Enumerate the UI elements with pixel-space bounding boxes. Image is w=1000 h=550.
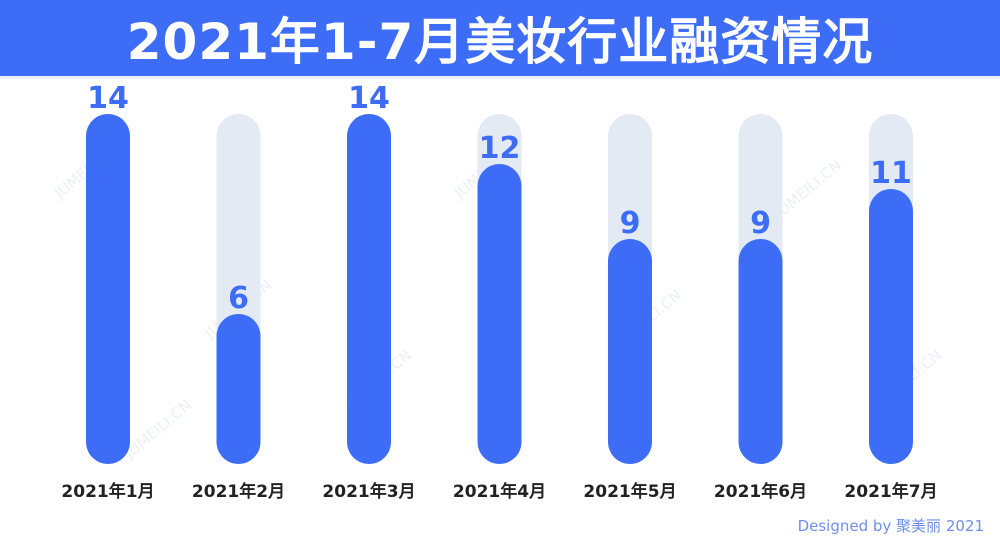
data-label: 11 xyxy=(870,156,912,191)
title-banner: 2021年1-7月美妆行业融资情况 xyxy=(0,0,1000,76)
bar-chart: JUMEILI.CNJUMEILI.CNJUMEILI.CNJUMEILI.CN… xyxy=(50,81,945,502)
x-tick-label: 2021年6月 xyxy=(714,481,807,502)
x-tick-label: 2021年2月 xyxy=(192,481,285,502)
bar xyxy=(738,239,783,464)
data-label: 14 xyxy=(87,81,129,116)
watermark-text: JUMEILI.CN xyxy=(120,396,195,463)
x-tick-label: 2021年7月 xyxy=(844,481,937,502)
data-label: 12 xyxy=(479,131,521,166)
bar xyxy=(347,114,391,464)
designer-credit: Designed by 聚美丽 2021 xyxy=(797,517,984,535)
bar xyxy=(216,314,261,464)
bar xyxy=(608,239,652,464)
x-tick-label: 2021年1月 xyxy=(61,481,154,502)
title-underline xyxy=(0,76,1000,79)
data-label: 14 xyxy=(348,81,390,116)
bar xyxy=(86,114,130,464)
data-label: 6 xyxy=(228,281,249,316)
chart-title: 2021年1-7月美妆行业融资情况 xyxy=(126,13,874,71)
data-label: 9 xyxy=(620,206,641,241)
x-tick-label: 2021年5月 xyxy=(583,481,676,502)
bar xyxy=(869,189,913,464)
x-tick-label: 2021年3月 xyxy=(322,481,415,502)
data-label: 9 xyxy=(750,206,771,241)
bar xyxy=(477,164,522,464)
x-tick-label: 2021年4月 xyxy=(453,481,546,502)
